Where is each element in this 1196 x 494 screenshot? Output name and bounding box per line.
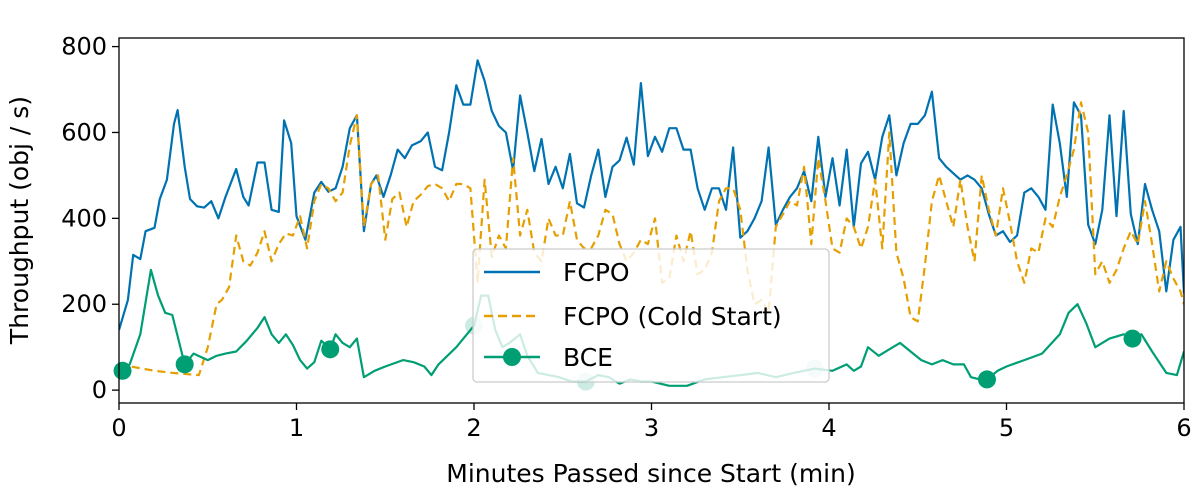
y-tick-label: 200 [61,290,107,318]
x-tick-label: 6 [1176,414,1191,442]
x-tick-label: 1 [289,414,304,442]
x-tick-label: 3 [644,414,659,442]
legend-label-bce: BCE [563,343,613,372]
y-tick-label: 800 [61,33,107,61]
bce-marker [977,370,996,389]
legend: FCPO FCPO (Cold Start) BCE [472,248,830,383]
bce-marker [175,355,194,374]
x-tick-label: 4 [821,414,836,442]
legend-label-fcpo: FCPO [563,258,630,287]
series-line-fcpo [119,59,1184,331]
y-axis-label: Throughput (obj / s) [5,96,34,345]
legend-box [472,248,830,383]
bce-marker [1123,329,1142,348]
legend-marker-bce [503,348,521,366]
legend-label-fcpo-cold-start: FCPO (Cold Start) [563,302,782,331]
x-axis-label: Minutes Passed since Start (min) [446,459,855,488]
bce-marker [321,340,340,359]
y-tick-label: 0 [92,376,107,404]
x-axis-ticks: 0 1 2 3 4 5 6 [111,403,1192,442]
x-tick-label: 5 [999,414,1014,442]
y-tick-label: 400 [61,204,107,232]
x-tick-label: 2 [466,414,481,442]
x-tick-label: 0 [111,414,126,442]
y-axis-ticks: 0 200 400 600 800 [61,33,119,404]
bce-marker [113,361,132,380]
y-tick-label: 600 [61,118,107,146]
